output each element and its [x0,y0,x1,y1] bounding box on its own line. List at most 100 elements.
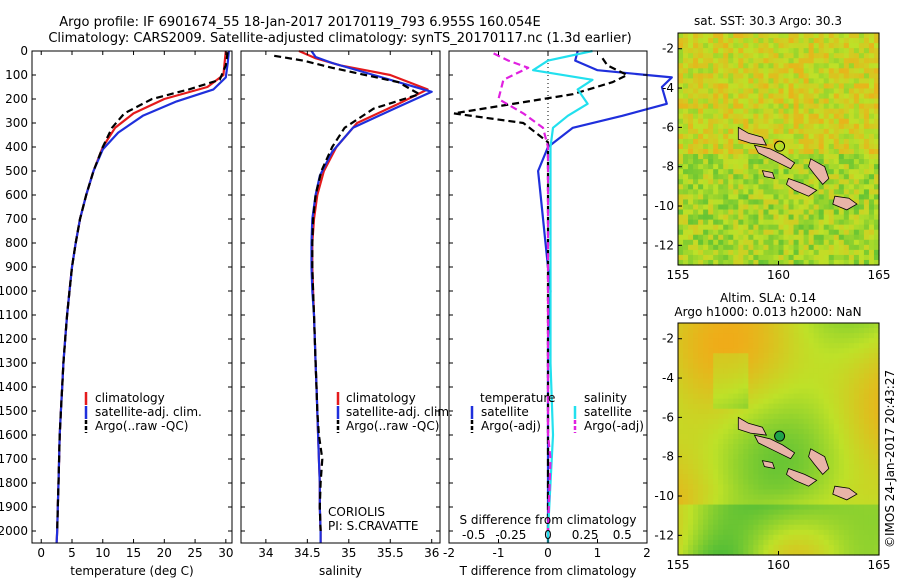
field-cell [703,209,709,216]
field-cell [853,393,860,400]
field-cell [873,474,880,480]
field-cell [778,113,785,120]
field-cell [738,343,744,349]
field-cell [743,53,749,59]
field-cell [713,98,719,105]
field-cell [738,88,744,95]
field-cell [773,103,780,110]
s-tick-label: -0.25 [495,528,526,542]
field-cell [868,53,875,59]
field-cell [738,204,744,211]
field-cell [723,154,729,160]
field-cell [838,123,845,130]
field-cell [813,519,820,526]
field-cell [768,413,775,420]
field-cell [803,549,810,556]
field-cell [768,353,775,359]
field-cell [698,388,704,395]
field-cell [783,209,790,216]
field-cell [788,398,795,405]
field-cell [788,363,795,369]
field-cell [678,544,684,551]
field-cell [808,229,815,236]
field-cell [823,388,830,395]
field-cell [833,333,840,339]
field-cell [698,323,704,329]
field-cell [693,143,699,150]
field-cell [783,83,790,90]
field-cell [763,484,770,491]
field-cell [723,78,729,85]
field-cell [758,73,765,79]
field-cell [728,388,734,395]
field-cell [693,78,699,85]
field-cell [818,259,825,266]
field-cell [788,549,795,556]
field-cell [783,73,790,79]
field-cell [838,439,845,445]
field-cell [833,393,840,400]
field-cell [698,449,704,455]
field-cell [788,239,795,246]
field-cell [698,43,704,49]
field-cell [873,323,880,329]
field-cell [858,499,865,506]
field-cell [783,108,790,115]
field-cell [813,439,820,445]
field-cell [733,524,739,531]
field-cell [698,184,704,190]
field-cell [698,78,704,85]
field-cell [698,393,704,400]
field-cell [748,214,754,221]
field-cell [853,204,860,211]
field-cell [758,194,765,201]
field-cell [728,174,734,180]
field-cell [783,204,790,211]
field-cell [683,343,689,349]
field-cell [753,363,759,369]
field-cell [698,68,704,74]
field-cell [858,219,865,226]
field-cell [828,199,835,206]
field-cell [768,88,775,95]
field-cell [873,499,880,506]
field-cell [783,88,790,95]
field-cell [728,108,734,115]
field-cell [758,239,765,246]
field-cell [758,378,765,385]
field-cell [693,43,699,49]
field-cell [718,78,724,85]
field-cell [803,143,810,150]
field-cell [848,128,855,135]
x-tick-label: 15 [126,546,141,560]
field-cell [838,398,845,405]
field-cell [708,118,714,125]
field-cell [768,378,775,385]
field-cell [868,368,875,375]
field-cell [688,398,694,405]
field-cell [678,159,684,165]
field-cell [708,529,714,536]
field-cell [823,333,830,339]
series-line-satellite-adj-clim- [310,50,433,543]
field-cell [743,164,749,170]
field-cell [723,138,729,145]
field-cell [828,454,835,460]
field-cell [723,184,729,190]
field-cell [863,388,870,395]
s-tick-label: 0.25 [572,528,599,542]
field-cell [863,189,870,195]
field-cell [808,323,815,329]
field-cell [788,259,795,266]
field-cell [813,509,820,516]
field-cell [828,159,835,165]
field-cell [858,174,865,180]
field-cell [833,403,840,410]
field-cell [708,333,714,339]
field-cell [678,234,684,241]
field-cell [808,73,815,79]
field-cell [718,184,724,190]
field-cell [793,254,800,261]
field-cell [698,544,704,551]
field-cell [758,58,765,64]
